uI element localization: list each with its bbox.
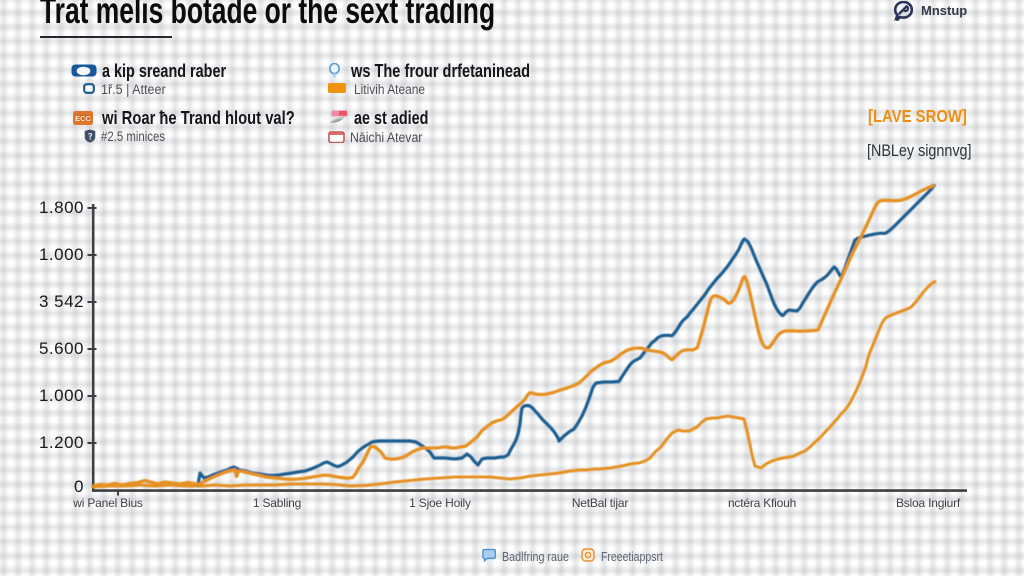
- svg-text:ECC: ECC: [75, 114, 91, 123]
